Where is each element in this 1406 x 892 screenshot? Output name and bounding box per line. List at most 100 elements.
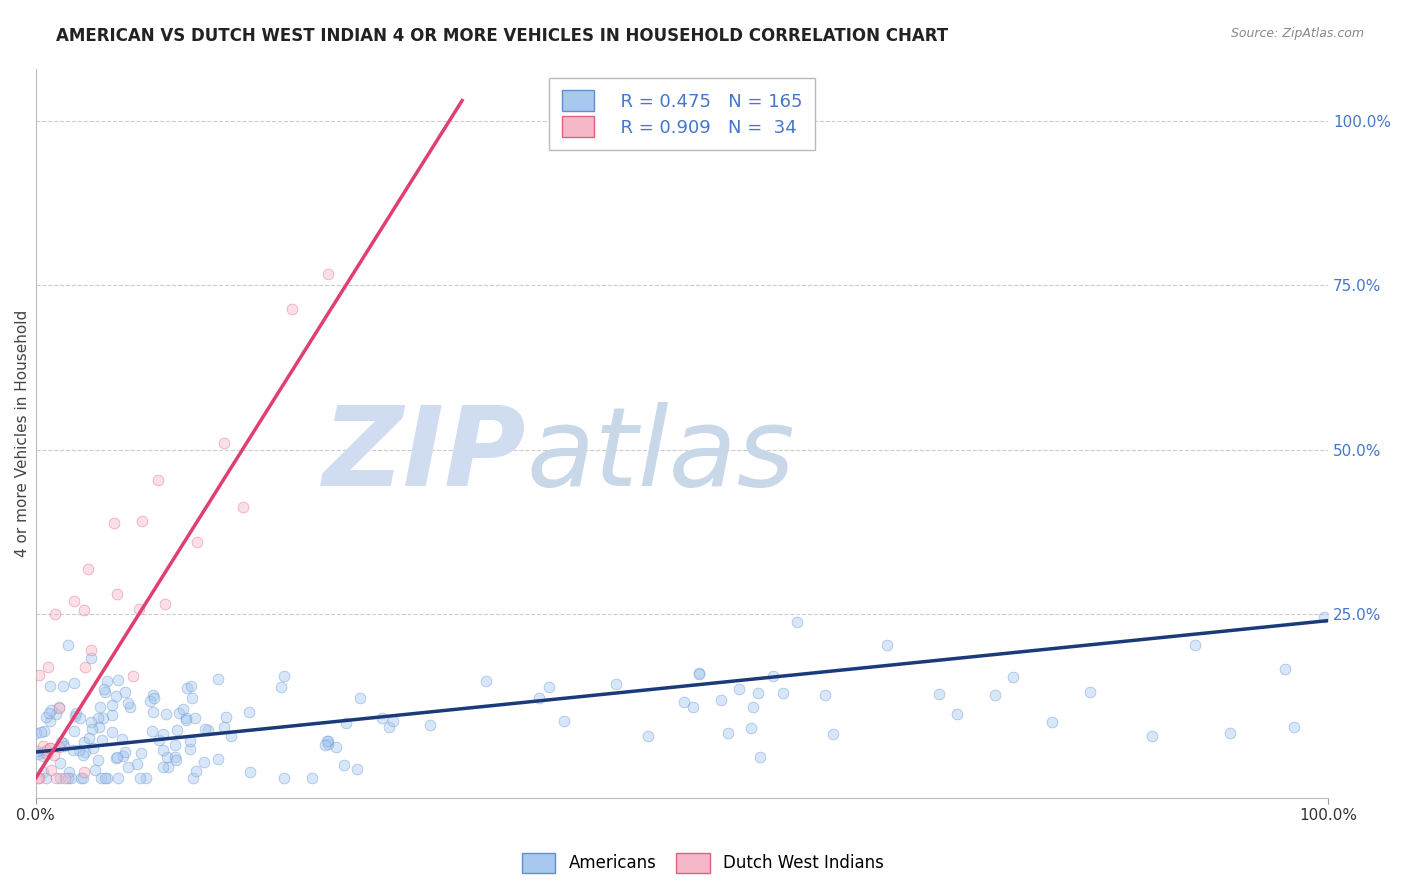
Point xyxy=(28,772,51,786)
Point xyxy=(105,749,128,764)
Point xyxy=(87,753,110,767)
Point xyxy=(1140,729,1163,743)
Point xyxy=(419,718,441,732)
Point xyxy=(67,743,90,757)
Point xyxy=(90,732,112,747)
Point xyxy=(75,745,97,759)
Y-axis label: 4 or more Vehicles in Household: 4 or more Vehicles in Household xyxy=(15,310,30,557)
Point xyxy=(281,301,304,316)
Point xyxy=(107,673,129,688)
Point xyxy=(682,700,704,714)
Point xyxy=(91,711,114,725)
Point xyxy=(316,734,339,748)
Point xyxy=(105,690,128,704)
Point xyxy=(325,739,347,754)
Point xyxy=(107,772,129,786)
Point xyxy=(39,763,62,777)
Point xyxy=(553,714,575,728)
Text: AMERICAN VS DUTCH WEST INDIAN 4 OR MORE VEHICLES IN HOUSEHOLD CORRELATION CHART: AMERICAN VS DUTCH WEST INDIAN 4 OR MORE … xyxy=(56,27,949,45)
Point xyxy=(65,706,87,721)
Point xyxy=(80,650,103,665)
Point xyxy=(174,711,197,725)
Point xyxy=(1184,638,1206,652)
Point xyxy=(637,729,659,743)
Point xyxy=(48,740,70,755)
Point xyxy=(79,714,101,729)
Point xyxy=(82,740,104,755)
Point xyxy=(69,711,91,725)
Point xyxy=(316,733,339,747)
Point xyxy=(179,734,201,748)
Point xyxy=(72,603,94,617)
Point xyxy=(146,473,169,487)
Point xyxy=(928,687,950,701)
Point xyxy=(111,732,134,747)
Point xyxy=(63,708,86,723)
Point xyxy=(273,772,295,786)
Point xyxy=(176,681,198,695)
Legend:   R = 0.475   N = 165,   R = 0.909   N =  34: R = 0.475 N = 165, R = 0.909 N = 34 xyxy=(548,78,814,150)
Point xyxy=(346,763,368,777)
Point xyxy=(1219,726,1241,740)
Point xyxy=(207,752,229,766)
Point xyxy=(316,267,339,281)
Point xyxy=(52,679,75,693)
Point xyxy=(69,772,91,786)
Legend: Americans, Dutch West Indians: Americans, Dutch West Indians xyxy=(515,847,891,880)
Point xyxy=(139,693,162,707)
Point xyxy=(62,676,84,690)
Point xyxy=(58,765,80,780)
Point xyxy=(32,765,55,780)
Point xyxy=(166,723,188,737)
Point xyxy=(72,748,94,763)
Point xyxy=(1040,714,1063,729)
Point xyxy=(184,711,207,725)
Point xyxy=(117,696,139,710)
Point xyxy=(786,615,808,629)
Point xyxy=(141,724,163,739)
Point xyxy=(104,751,127,765)
Point xyxy=(31,749,53,764)
Point xyxy=(45,706,67,721)
Point xyxy=(32,739,55,753)
Point xyxy=(371,711,394,725)
Point xyxy=(125,757,148,772)
Point xyxy=(53,739,76,754)
Point xyxy=(688,666,710,681)
Point xyxy=(87,720,110,734)
Point xyxy=(207,672,229,686)
Point xyxy=(32,745,55,759)
Point xyxy=(946,706,969,721)
Point xyxy=(197,723,219,737)
Point xyxy=(163,739,186,753)
Point xyxy=(48,700,70,714)
Point xyxy=(30,724,52,739)
Point xyxy=(93,681,115,696)
Point xyxy=(80,642,103,657)
Point xyxy=(219,729,242,743)
Point xyxy=(740,721,762,735)
Point xyxy=(101,698,124,712)
Point xyxy=(215,710,238,724)
Point xyxy=(27,772,49,786)
Point xyxy=(44,747,66,762)
Point xyxy=(605,676,627,690)
Point xyxy=(129,746,152,760)
Point xyxy=(181,772,204,786)
Point xyxy=(73,660,96,674)
Point xyxy=(1002,670,1025,684)
Point xyxy=(270,680,292,694)
Point xyxy=(128,772,150,786)
Point xyxy=(135,772,157,786)
Point xyxy=(48,700,70,714)
Point xyxy=(193,755,215,769)
Point xyxy=(37,660,59,674)
Point xyxy=(152,743,174,757)
Point xyxy=(101,707,124,722)
Point xyxy=(77,731,100,745)
Point xyxy=(239,764,262,779)
Point xyxy=(82,722,104,736)
Point xyxy=(741,700,763,714)
Point xyxy=(212,436,235,450)
Point xyxy=(212,720,235,734)
